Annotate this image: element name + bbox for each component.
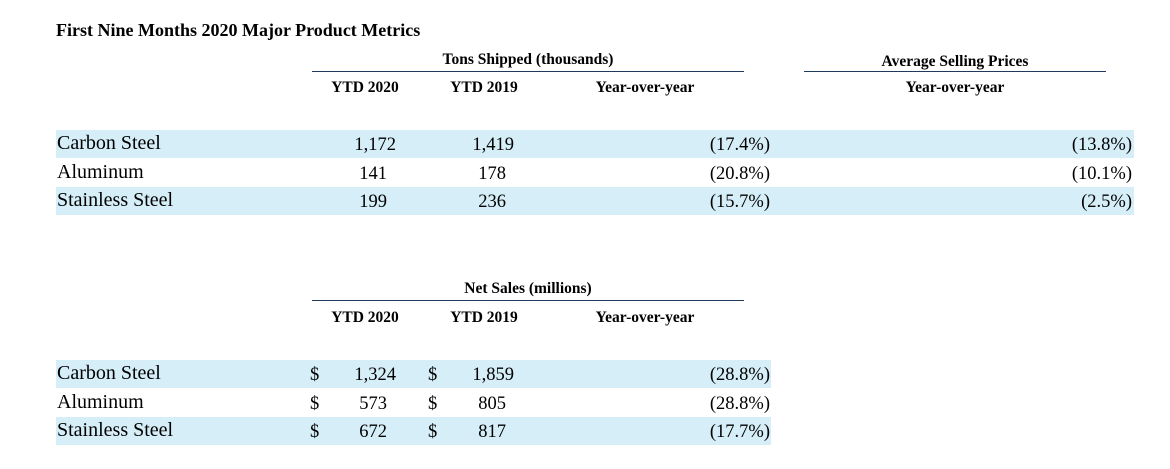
sales-col-ytd2020: YTD 2020 [331,309,399,326]
tons-row-yoy: (20.8%) [709,164,770,184]
sales-row-ytd2019: 1,859 [472,365,514,385]
tons-row-product: Aluminum [57,161,144,183]
currency-symbol: $ [310,422,320,442]
tons-row-ytd2019: 236 [478,192,506,212]
currency-symbol: $ [428,394,438,414]
asp-header: Average Selling Prices [881,53,1029,70]
sales-row-band-3 [56,417,771,445]
net-sales-header: Net Sales (millions) [464,280,592,297]
sales-row-yoy: (28.8%) [709,394,770,414]
asp-row-yoy: (13.8%) [1071,135,1132,155]
tons-row-ytd2020: 141 [359,164,387,184]
tons-row-yoy: (17.4%) [709,135,770,155]
sales-row-ytd2019: 817 [478,422,506,442]
sales-row-ytd2020: 1,324 [354,365,396,385]
asp-row-yoy: (10.1%) [1071,164,1132,184]
tons-row-yoy: (15.7%) [709,192,770,212]
sales-col-ytd2019: YTD 2019 [450,309,518,326]
sales-row-ytd2020: 573 [359,394,387,414]
asp-row-yoy: (2.5%) [1081,192,1132,212]
sales-row-ytd2019: 805 [478,394,506,414]
sales-row-ytd2020: 672 [359,422,387,442]
tons-col-yoy: Year-over-year [595,79,695,96]
currency-symbol: $ [310,394,320,414]
tons-col-ytd2019: YTD 2019 [450,79,518,96]
tons-row-product: Carbon Steel [57,132,161,154]
net-sales-rule [312,300,744,301]
sales-col-yoy: Year-over-year [595,309,695,326]
asp-rule [804,71,1106,72]
sales-row-yoy: (17.7%) [709,422,770,442]
sales-row-band-1 [56,360,771,388]
currency-symbol: $ [310,365,320,385]
tons-row-band-1 [56,130,1134,158]
tons-row-ytd2020: 1,172 [354,135,396,155]
currency-symbol: $ [428,422,438,442]
tons-shipped-rule [312,71,744,72]
report-title: First Nine Months 2020 Major Product Met… [56,20,421,40]
sales-row-product: Stainless Steel [57,419,174,441]
sales-row-product: Aluminum [57,391,144,413]
tons-row-product: Stainless Steel [57,189,174,211]
sales-row-yoy: (28.8%) [709,365,770,385]
tons-row-ytd2020: 199 [359,192,387,212]
sales-row-product: Carbon Steel [57,362,161,384]
tons-col-ytd2020: YTD 2020 [331,79,399,96]
tons-row-band-3 [56,187,1134,215]
tons-shipped-header: Tons Shipped (thousands) [442,51,614,68]
currency-symbol: $ [428,365,438,385]
asp-col-yoy: Year-over-year [905,79,1005,96]
tons-row-ytd2019: 1,419 [472,135,514,155]
tons-row-ytd2019: 178 [478,164,506,184]
